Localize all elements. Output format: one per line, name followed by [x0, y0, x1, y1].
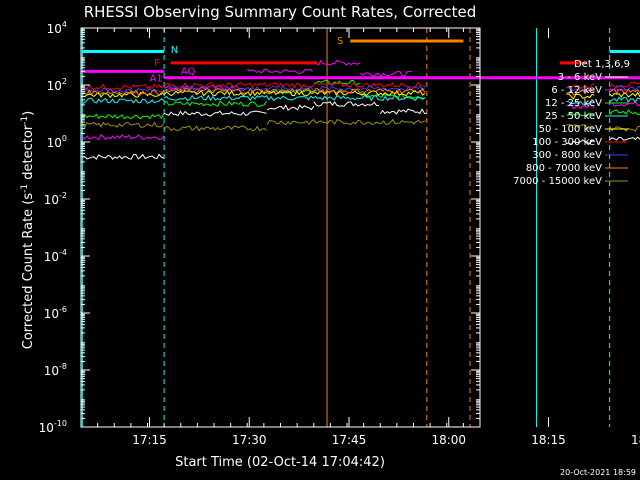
legend-entry-label: 800 - 7000 keV: [526, 163, 602, 174]
series-line: [566, 103, 595, 110]
y-tick-label: 10-6: [44, 305, 67, 321]
y-tick-label: 10-8: [44, 362, 67, 378]
series-line: [163, 84, 246, 92]
y-tick-label: 10-10: [39, 419, 67, 435]
series-line: [163, 89, 426, 97]
legend-entry-label: 12 - 25 keV: [545, 98, 602, 109]
series-line: [163, 94, 426, 102]
series-line: [609, 91, 640, 98]
series-line: [609, 136, 640, 141]
series-line: [359, 70, 412, 77]
series-line: [609, 96, 640, 104]
y-axis-label: Corrected Count Rate (s-1 detector-1): [20, 111, 36, 349]
flag-label: N: [171, 45, 178, 56]
x-tick-label: 17:30: [232, 433, 267, 447]
legend-title: Det 1,3,6,9: [574, 59, 630, 70]
series-line: [313, 59, 361, 66]
series-line: [163, 100, 267, 107]
series-line: [82, 153, 165, 160]
series-line: [81, 113, 165, 120]
series-line: [247, 68, 313, 75]
y-tick-label: 10-4: [44, 248, 67, 264]
series-line: [379, 108, 427, 115]
series-line: [566, 93, 595, 100]
series-line: [163, 110, 267, 117]
series-line: [82, 97, 165, 104]
y-tick-label: 10-2: [44, 191, 67, 207]
series-line: [163, 81, 425, 89]
series-line: [82, 88, 165, 96]
series-line: [566, 89, 595, 96]
series-line: [81, 133, 165, 141]
legend-entry-label: 300 - 800 keV: [532, 150, 602, 161]
series-line: [313, 101, 379, 107]
series-line: [82, 91, 165, 99]
legend-entry-label: 7000 - 15000 keV: [513, 176, 602, 187]
flag-label: S: [337, 36, 343, 47]
x-tick-label: 17:15: [132, 433, 167, 447]
series-line: [313, 79, 361, 87]
series-line: [163, 87, 426, 95]
x-tick-label: 18:30: [631, 433, 640, 447]
series-line: [163, 125, 267, 132]
series-line: [609, 109, 640, 116]
series-line: [566, 98, 595, 106]
y-tick-label: 100: [47, 134, 67, 150]
x-tick-label: 18:15: [531, 433, 566, 447]
y-axis-label-sup: -1: [20, 184, 30, 193]
timestamp: 20-Oct-2021 18:59: [560, 468, 636, 477]
y-axis-label-sup: -1: [20, 116, 30, 125]
legend-entry-label: 6 - 12 keV: [551, 85, 602, 96]
series-line: [609, 81, 640, 88]
axes-frame: [80, 27, 481, 428]
flag-label: F: [154, 58, 160, 69]
series-line: [266, 104, 315, 111]
series-line: [566, 83, 595, 90]
series-line: [609, 100, 640, 107]
plot-area: NF S A1 AQ 104 102 100 10-2 10-4 10-6 10-8 10-10 17:…: [39, 20, 640, 447]
series-line: [566, 111, 595, 117]
flag-label: A1: [149, 74, 162, 85]
flag-label: AQ: [181, 67, 196, 78]
series-line: [266, 118, 426, 126]
legend-entry-label: 100 - 300 keV: [532, 137, 602, 148]
series-line: [82, 87, 165, 94]
legend-entry-label: 3 - 6 keV: [558, 72, 602, 83]
chart-title: RHESSI Observing Summary Count Rates, Co…: [84, 3, 477, 21]
legend-entry-label: 50 - 100 keV: [539, 124, 603, 135]
series-line: [566, 124, 595, 130]
legend: Det 1,3,6,9 3 - 6 keV 6 - 12 keV 12 - 25 k…: [513, 59, 630, 187]
x-tick-label: 18:00: [431, 433, 466, 447]
y-tick-label: 102: [47, 77, 67, 93]
series-line: [360, 93, 426, 100]
series-line: [81, 121, 165, 129]
y-axis-label-part: ): [21, 111, 36, 116]
series-line: [566, 139, 595, 146]
y-axis-label-part: Corrected Count Rate (s: [21, 193, 36, 350]
series-line: [609, 84, 640, 91]
y-tick-label: 104: [47, 20, 67, 36]
series-line: [82, 83, 165, 91]
x-axis-label: Start Time (02-Oct-14 17:04:42): [175, 455, 385, 470]
y-axis-label-part: detector: [21, 124, 36, 184]
x-tick-label: 17:45: [332, 433, 367, 447]
legend-entry-label: 25 - 50 keV: [545, 111, 602, 122]
